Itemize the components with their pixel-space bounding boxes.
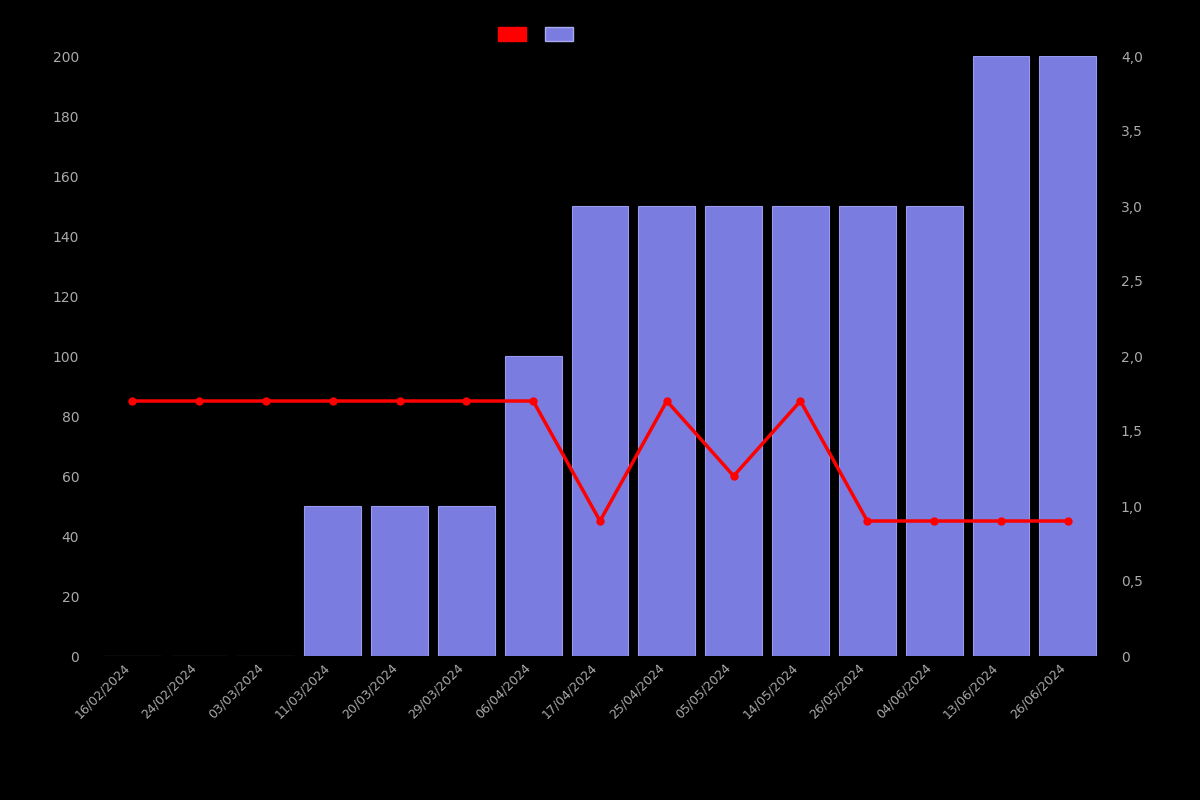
Bar bbox=[1039, 56, 1096, 656]
Legend: , : , bbox=[498, 27, 578, 42]
Bar bbox=[906, 206, 962, 656]
Bar bbox=[571, 206, 629, 656]
Bar bbox=[972, 56, 1030, 656]
Bar bbox=[706, 206, 762, 656]
Bar bbox=[839, 206, 895, 656]
Bar bbox=[371, 506, 428, 656]
Bar bbox=[438, 506, 494, 656]
Bar bbox=[305, 506, 361, 656]
Bar bbox=[638, 206, 695, 656]
Bar bbox=[505, 356, 562, 656]
Bar bbox=[772, 206, 829, 656]
